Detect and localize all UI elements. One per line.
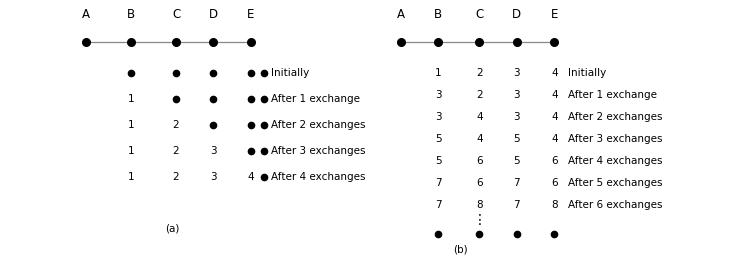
Text: 4: 4 (551, 68, 557, 78)
Text: 3: 3 (435, 112, 441, 122)
Text: After 3 exchanges: After 3 exchanges (271, 146, 366, 156)
Text: 3: 3 (210, 146, 216, 156)
Text: 2: 2 (476, 68, 482, 78)
Text: After 2 exchanges: After 2 exchanges (568, 112, 662, 122)
Text: 6: 6 (551, 156, 557, 166)
Text: After 4 exchanges: After 4 exchanges (568, 156, 662, 166)
Text: 5: 5 (514, 134, 520, 144)
Text: D: D (209, 8, 218, 21)
Text: A: A (82, 8, 90, 21)
Text: 3: 3 (514, 90, 520, 100)
Text: D: D (512, 8, 521, 21)
Text: 6: 6 (551, 178, 557, 188)
Text: 7: 7 (514, 178, 520, 188)
Text: 2: 2 (476, 90, 482, 100)
Text: 5: 5 (435, 156, 441, 166)
Text: B: B (434, 8, 442, 21)
Text: ⋮: ⋮ (473, 213, 486, 227)
Text: 5: 5 (514, 156, 520, 166)
Text: 3: 3 (514, 112, 520, 122)
Text: 3: 3 (514, 68, 520, 78)
Text: 3: 3 (210, 172, 216, 182)
Text: 6: 6 (476, 178, 482, 188)
Text: 1: 1 (435, 68, 441, 78)
Text: 4: 4 (551, 134, 557, 144)
Text: After 1 exchange: After 1 exchange (568, 90, 657, 100)
Text: Initially: Initially (568, 68, 606, 78)
Text: 8: 8 (551, 200, 557, 210)
Text: Initially: Initially (271, 68, 309, 78)
Text: 7: 7 (435, 178, 441, 188)
Text: After 6 exchanges: After 6 exchanges (568, 200, 662, 210)
Text: After 4 exchanges: After 4 exchanges (271, 172, 366, 182)
Text: 2: 2 (173, 172, 179, 182)
Text: 1: 1 (128, 94, 134, 104)
Text: 1: 1 (128, 120, 134, 130)
Text: E: E (551, 8, 558, 21)
Text: After 1 exchange: After 1 exchange (271, 94, 360, 104)
Text: C: C (475, 8, 484, 21)
Text: 7: 7 (514, 200, 520, 210)
Text: 2: 2 (173, 120, 179, 130)
Text: 2: 2 (173, 146, 179, 156)
Text: 4: 4 (551, 90, 557, 100)
Text: (a): (a) (165, 224, 180, 234)
Text: After 3 exchanges: After 3 exchanges (568, 134, 662, 144)
Text: 4: 4 (248, 172, 254, 182)
Text: 4: 4 (551, 112, 557, 122)
Text: 7: 7 (435, 200, 441, 210)
Text: 1: 1 (128, 146, 134, 156)
Text: After 5 exchanges: After 5 exchanges (568, 178, 662, 188)
Text: C: C (172, 8, 181, 21)
Text: E: E (247, 8, 255, 21)
Text: After 2 exchanges: After 2 exchanges (271, 120, 366, 130)
Text: 4: 4 (476, 134, 482, 144)
Text: 3: 3 (435, 90, 441, 100)
Text: 5: 5 (435, 134, 441, 144)
Text: 8: 8 (476, 200, 482, 210)
Text: 4: 4 (476, 112, 482, 122)
Text: 6: 6 (476, 156, 482, 166)
Text: 1: 1 (128, 172, 134, 182)
Text: (b): (b) (453, 245, 468, 255)
Text: B: B (127, 8, 135, 21)
Text: A: A (397, 8, 404, 21)
